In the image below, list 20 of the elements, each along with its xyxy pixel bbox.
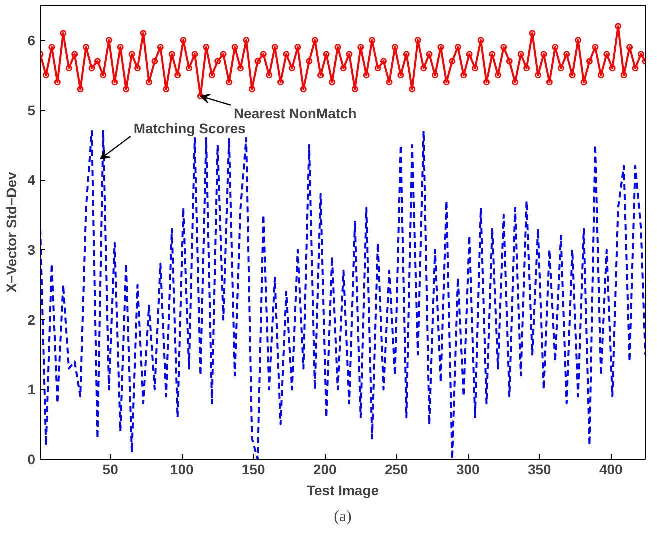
annotation: Matching Scores xyxy=(134,120,246,136)
y-tick-label: 5 xyxy=(28,102,36,118)
x-tick-label: 300 xyxy=(456,462,480,478)
y-tick-label: 6 xyxy=(28,32,36,48)
text: (a) xyxy=(334,508,352,526)
x-tick-label: 250 xyxy=(384,462,409,478)
x-tick-label: 50 xyxy=(102,462,119,478)
x-tick-label: 350 xyxy=(528,462,552,478)
x-tick-label: 200 xyxy=(313,462,338,478)
x-tick-label: 400 xyxy=(599,462,624,478)
x-tick-label: 150 xyxy=(242,462,266,478)
y-tick-label: 0 xyxy=(28,452,36,468)
y-tick-label: 3 xyxy=(28,242,36,258)
y-axis-title: X−Vector Std−Dev xyxy=(4,172,20,293)
y-tick-label: 1 xyxy=(28,382,36,398)
y-tick-label: 4 xyxy=(28,172,36,188)
x-axis-title: Test Image xyxy=(306,482,380,498)
y-tick-label: 2 xyxy=(28,312,36,328)
annotation: Nearest NonMatch xyxy=(234,105,357,122)
x-tick-label: 100 xyxy=(170,462,194,478)
